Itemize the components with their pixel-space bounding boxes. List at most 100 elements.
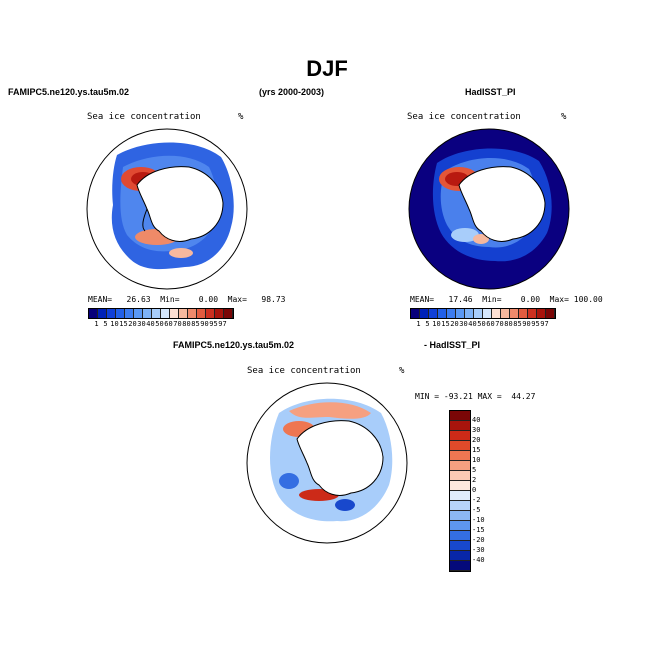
diff-colorbar-labels: 40 30 20 15 10 5 2 0 -2 -5 -10 -15 -20 -30 -40 [472,415,485,565]
colorbar-tick-label: 60 [486,320,495,328]
colorbar-swatch [89,309,98,318]
colorbar-swatch [450,411,470,421]
colorbar-swatch [546,309,555,318]
colorbar-swatch [134,309,143,318]
colorbar-tick-label: 30 [459,320,468,328]
colorbar-swatch [179,309,188,318]
colorbar-tick-label: 95 [531,320,540,328]
diff-ref-name: - HadISST_PI [424,340,481,350]
colorbar-tick-label: 10 [472,456,481,464]
colorbar-tick-label: 1 [416,320,421,328]
colorbar-tick-label: 15 [441,320,450,328]
colorbar-tick-label: 5 [472,466,477,474]
colorbar-swatch [528,309,537,318]
colorbar-swatch [107,309,116,318]
left-colorbar-labels: 1 5 10 15 20 30 40 50 60 70 80 85 90 95 97 [92,320,227,328]
colorbar-swatch [450,481,470,491]
colorbar-tick-label: 85 [513,320,522,328]
colorbar-tick-label: 10 [110,320,119,328]
colorbar-swatch [450,551,470,561]
colorbar-swatch [519,309,528,318]
colorbar-swatch [450,441,470,451]
colorbar-tick-label: 30 [472,426,481,434]
diff-model-name: FAMIPC5.ne120.ys.tau5m.02 [173,340,295,350]
colorbar-tick-label: -15 [472,526,485,534]
colorbar-tick-label: 10 [432,320,441,328]
colorbar-tick-label: 50 [155,320,164,328]
colorbar-swatch [450,421,470,431]
colorbar-tick-label: 60 [164,320,173,328]
colorbar-tick-label: 40 [146,320,155,328]
colorbar-tick-label: 1 [94,320,99,328]
colorbar-swatch [215,309,224,318]
colorbar-tick-label: -20 [472,536,485,544]
colorbar-swatch [206,309,215,318]
left-units-label: % [238,112,244,122]
colorbar-swatch [510,309,519,318]
colorbar-tick-label: -30 [472,546,485,554]
right-stats: MEAN= 17.46 Min= 0.00 Max= 100.00 [410,295,603,304]
colorbar-swatch [170,309,179,318]
colorbar-swatch [143,309,152,318]
colorbar-tick-label: 15 [472,446,481,454]
colorbar-tick-label: 15 [119,320,128,328]
right-colorbar [410,308,556,319]
right-polar-map [408,128,570,290]
colorbar-swatch [450,521,470,531]
colorbar-tick-label: 97 [218,320,227,328]
left-stats: MEAN= 26.63 Min= 0.00 Max= 98.73 [88,295,286,304]
colorbar-tick-label: 50 [477,320,486,328]
colorbar-swatch [450,451,470,461]
colorbar-tick-label: 20 [450,320,459,328]
years-label: (yrs 2000-2003) [259,87,325,97]
colorbar-swatch [450,491,470,501]
right-model-name: HadISST_PI [465,87,516,97]
colorbar-swatch [188,309,197,318]
colorbar-tick-label: -5 [472,506,481,514]
colorbar-swatch [224,309,233,318]
diff-stats: MIN = -93.21 MAX = 44.27 [415,392,536,401]
colorbar-swatch [492,309,501,318]
colorbar-tick-label: 0 [472,486,477,494]
colorbar-swatch [98,309,107,318]
colorbar-tick-label: 5 [103,320,108,328]
colorbar-swatch [116,309,125,318]
colorbar-swatch [125,309,134,318]
diff-units-label: % [399,366,405,376]
colorbar-tick-label: 97 [540,320,549,328]
colorbar-swatch [450,461,470,471]
colorbar-tick-label: 90 [522,320,531,328]
colorbar-tick-label: -2 [472,496,481,504]
left-polar-map [86,128,248,290]
colorbar-swatch [501,309,510,318]
right-variable-label: Sea ice concentration [407,112,521,122]
left-variable-label: Sea ice concentration [87,112,201,122]
colorbar-tick-label: 2 [472,476,477,484]
colorbar-swatch [450,541,470,551]
colorbar-tick-label: 40 [468,320,477,328]
colorbar-swatch [447,309,456,318]
right-colorbar-labels: 1 5 10 15 20 30 40 50 60 70 80 85 90 95 97 [414,320,549,328]
colorbar-swatch [450,501,470,511]
colorbar-swatch [456,309,465,318]
colorbar-swatch [450,431,470,441]
colorbar-tick-label: 40 [472,416,481,424]
colorbar-swatch [537,309,546,318]
colorbar-tick-label: 70 [495,320,504,328]
colorbar-swatch [483,309,492,318]
right-units-label: % [561,112,567,122]
colorbar-tick-label: 90 [200,320,209,328]
colorbar-tick-label: 95 [209,320,218,328]
colorbar-swatch [450,561,470,571]
colorbar-tick-label: 30 [137,320,146,328]
colorbar-swatch [450,531,470,541]
colorbar-swatch [161,309,170,318]
colorbar-tick-label: 80 [504,320,513,328]
diff-polar-map [246,382,408,544]
colorbar-swatch [438,309,447,318]
colorbar-swatch [450,511,470,521]
colorbar-tick-label: 5 [425,320,430,328]
colorbar-swatch [474,309,483,318]
left-model-name: FAMIPC5.ne120.ys.tau5m.02 [8,87,130,97]
diff-colorbar [449,410,471,572]
